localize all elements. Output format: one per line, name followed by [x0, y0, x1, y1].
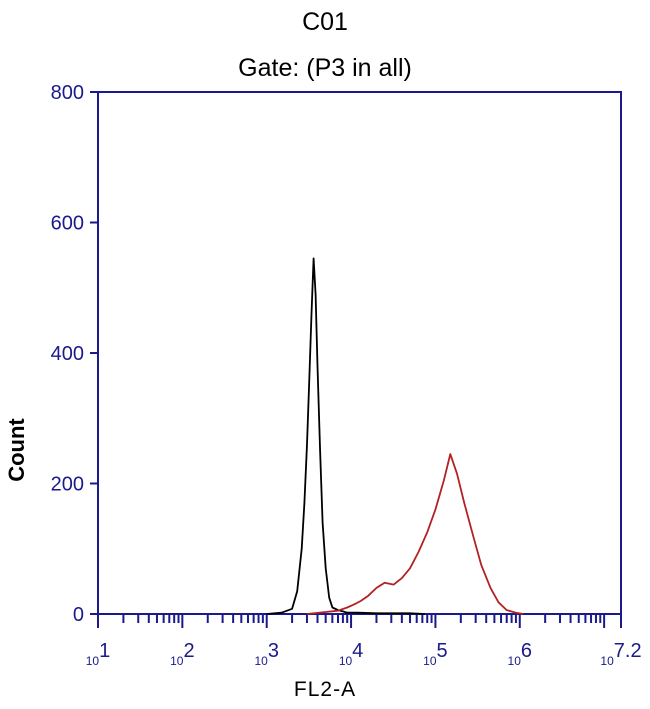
- y-tick-label: 600: [51, 213, 84, 235]
- x-tick-label-exponent: 1: [99, 640, 110, 662]
- x-tick-label-exponent: 2: [183, 640, 194, 662]
- y-tick-label: 400: [51, 343, 84, 365]
- histogram-line-1: [266, 257, 425, 615]
- x-tick-label: 105: [423, 640, 447, 668]
- x-tick-labels: 101 102 103 104 105 106 107.2: [86, 640, 642, 668]
- x-tick-label: 102: [170, 640, 194, 668]
- plot-frame: [97, 91, 622, 615]
- x-tick-label-exponent: 6: [521, 640, 532, 662]
- x-tick-label-base: 10: [423, 654, 437, 668]
- x-tick-label: 106: [508, 640, 532, 668]
- x-tick-label-base: 10: [339, 654, 353, 668]
- x-tick-label-base: 10: [254, 654, 268, 668]
- x-tick-label-exponent: 3: [268, 640, 279, 662]
- y-tick-label: 800: [51, 82, 84, 104]
- x-tick-label-exponent: 5: [437, 640, 448, 662]
- x-tick-label: 107.2: [600, 640, 641, 668]
- x-tick-label: 101: [86, 640, 110, 668]
- histogram-line-2: [306, 453, 524, 615]
- y-tick-label: 200: [51, 474, 84, 496]
- y-ticks: 0 200 400 600 800: [51, 82, 98, 626]
- series-layer: [266, 257, 524, 615]
- y-tick-label: 0: [73, 604, 84, 626]
- x-minor-ticks: [97, 614, 622, 628]
- y-axis-label-container: Count: [4, 300, 34, 600]
- chart-subtitle: Gate: (P3 in all): [238, 54, 412, 82]
- y-axis-label: Count: [4, 418, 29, 482]
- x-tick-label: 103: [254, 640, 278, 668]
- x-tick-label-base: 10: [600, 654, 614, 668]
- x-tick-label: 104: [339, 640, 363, 668]
- x-tick-label-base: 10: [508, 654, 522, 668]
- x-tick-label-exponent: 7.2: [614, 640, 642, 662]
- chart-title: C01: [302, 8, 348, 36]
- x-tick-label-base: 10: [170, 654, 184, 668]
- x-axis-label: FL2-A: [293, 678, 357, 701]
- x-tick-label-exponent: 4: [352, 640, 363, 662]
- x-tick-label-base: 10: [86, 654, 100, 668]
